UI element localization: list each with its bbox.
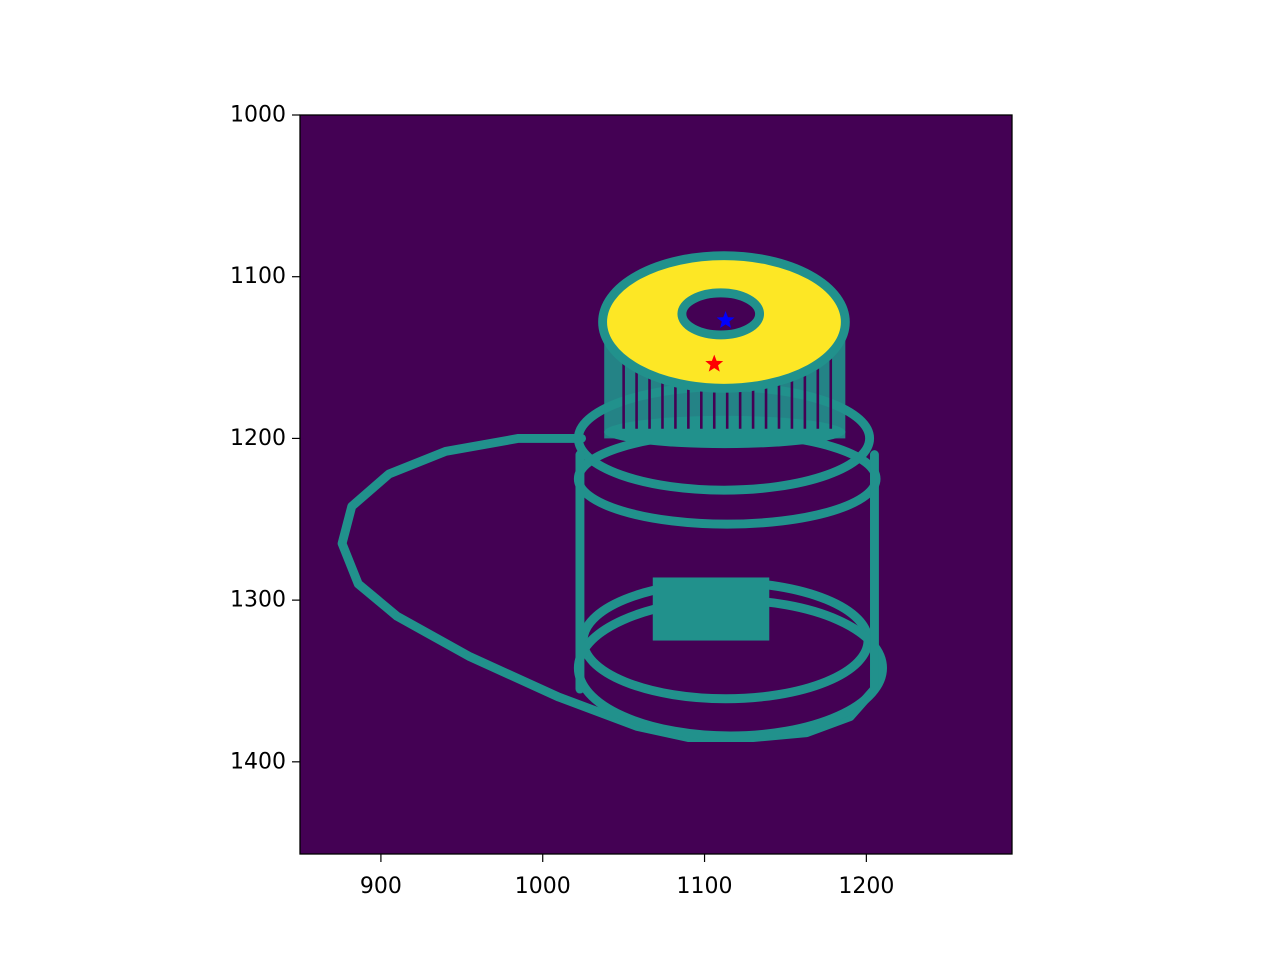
lid-hole: [677, 288, 765, 340]
x-axis: 900 1000 1100 1200: [360, 854, 894, 899]
y-axis: 1000 1100 1200 1300 1400: [230, 103, 300, 774]
y-tick-label: 1300: [230, 588, 286, 613]
y-tick-label: 1200: [230, 426, 286, 451]
y-tick-label: 1000: [230, 103, 286, 128]
plot-area: [299, 114, 1013, 855]
y-tick-label: 1400: [230, 749, 286, 774]
blue-star-marker: [716, 310, 735, 328]
y-tick-label: 1100: [230, 264, 286, 289]
label-block: [652, 577, 770, 641]
x-tick-label: 1000: [515, 874, 571, 899]
x-tick-label: 1100: [677, 874, 733, 899]
x-tick-label: 900: [360, 874, 402, 899]
x-tick-label: 1200: [838, 874, 894, 899]
red-star-marker: [705, 354, 724, 372]
lid-side-bottom: [604, 415, 846, 449]
marker-layer: [705, 310, 735, 372]
axes-frame: [299, 114, 1013, 855]
image-layer: [337, 251, 887, 743]
